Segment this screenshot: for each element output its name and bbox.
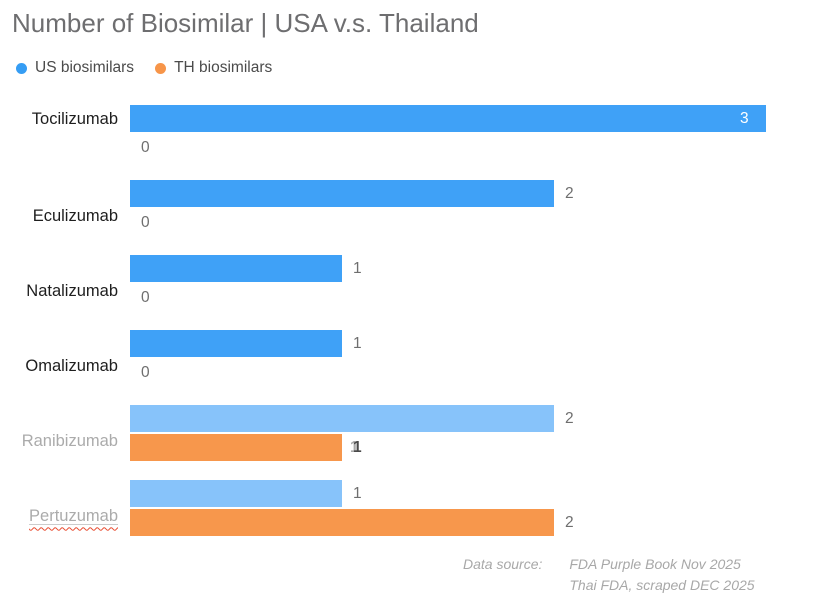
us-value-label: 1 [353, 260, 362, 277]
data-source-label: Data source: [463, 556, 543, 572]
data-source-line-1: FDA Purple Book Nov 2025 [569, 556, 741, 572]
us-value-label: 2 [565, 410, 574, 427]
category-row: Eculizumab 2 0 [0, 180, 833, 236]
category-label: Omalizumab [25, 356, 118, 375]
category-label: Pertuzumab [29, 507, 118, 526]
us-value-label: 3 [740, 110, 749, 127]
us-bar [130, 405, 554, 432]
legend-marker-us-icon [16, 62, 27, 74]
us-value-label: 1 [353, 485, 362, 502]
category-label: Natalizumab [26, 281, 118, 300]
legend-item-th: TH biosimilars [155, 59, 272, 77]
category-row: Omalizumab 1 0 [0, 330, 833, 386]
category-label-text: Pertuzumab [29, 506, 118, 525]
legend-marker-th-icon [155, 62, 167, 74]
legend: US biosimilars TH biosimilars [16, 59, 272, 77]
us-value-label: 2 [565, 185, 574, 202]
us-bar [130, 330, 342, 357]
data-source-note: Data source: FDA Purple Book Nov 2025 Th… [463, 554, 755, 596]
legend-label-th: TH biosimilars [174, 59, 273, 76]
th-bar [130, 434, 342, 461]
th-value-label: 0 [141, 289, 150, 306]
chart-title: Number of Biosimilar | USA v.s. Thailand [12, 8, 479, 38]
category-row: Tocilizumab 3 0 [0, 105, 833, 161]
th-value-label: 0 [141, 139, 150, 156]
us-bar [130, 255, 342, 282]
data-source-line-2: Thai FDA, scraped DEC 2025 [569, 577, 755, 593]
category-label: Ranibizumab [21, 431, 118, 450]
us-bar [130, 180, 554, 207]
category-row: Ranibizumab 2 1 [0, 405, 833, 461]
category-row: Natalizumab 1 0 [0, 255, 833, 311]
th-value-label: 1 [353, 439, 362, 456]
th-bar [130, 509, 554, 536]
category-label: Eculizumab [32, 206, 118, 225]
category-row: Pertuzumab 1 2 [0, 480, 833, 536]
category-label: Tocilizumab [31, 109, 118, 128]
legend-item-us: US biosimilars [16, 59, 134, 77]
legend-label-us: US biosimilars [35, 59, 135, 76]
us-bar [130, 480, 342, 507]
bar-chart: Tocilizumab 3 0 Eculizumab [0, 105, 833, 555]
th-value-label: 2 [565, 514, 574, 531]
us-value-label: 1 [353, 335, 362, 352]
th-value-label: 0 [141, 364, 150, 381]
th-value-label: 0 [141, 214, 150, 231]
us-bar [130, 105, 766, 132]
